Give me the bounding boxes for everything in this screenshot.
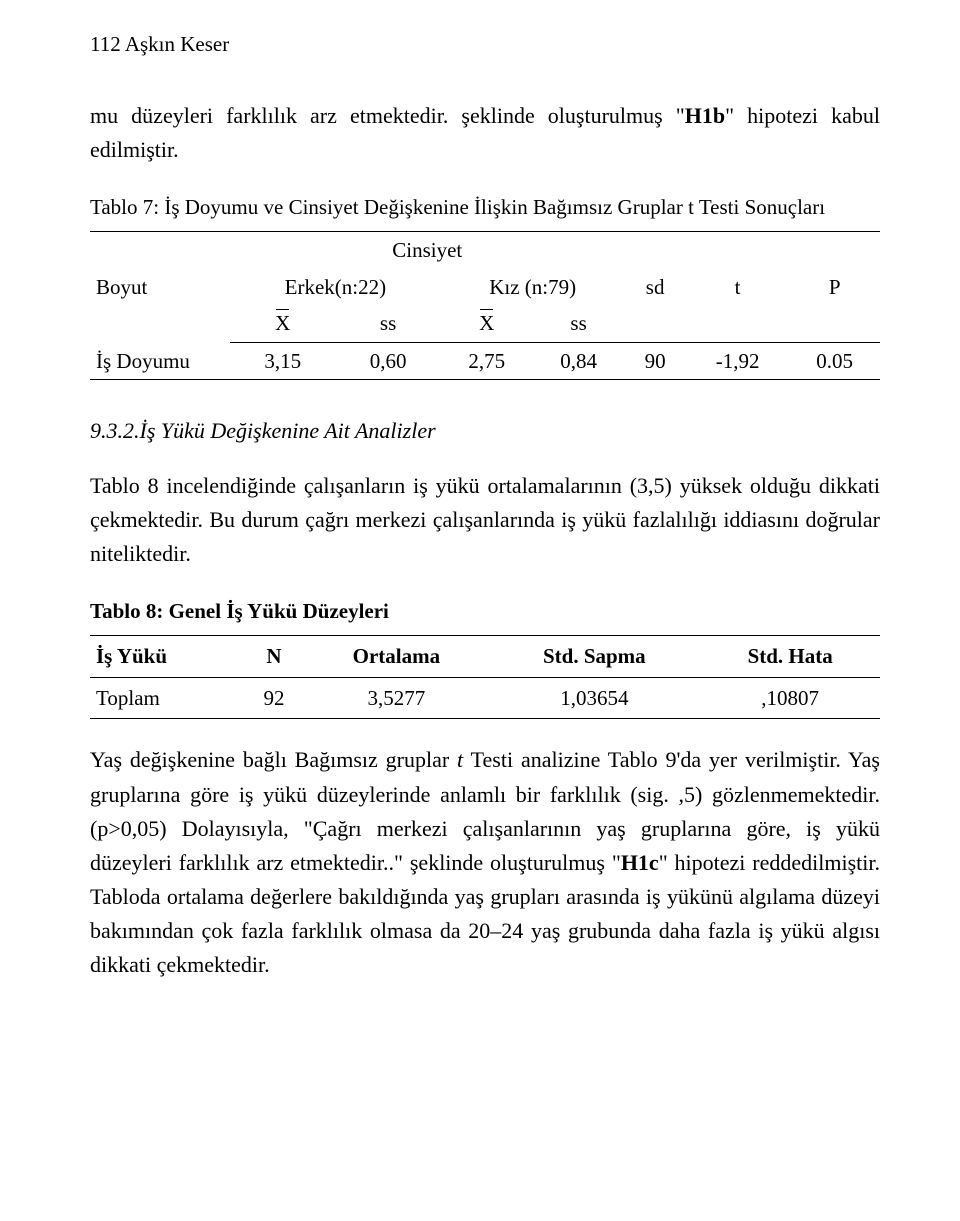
t8-data-row: Toplam 92 3,5277 1,03654 ,10807 <box>90 677 880 719</box>
t8-r1c2: 92 <box>243 677 304 719</box>
t7-ss2: ss <box>533 305 625 342</box>
table8-title: Tablo 8: Genel İş Yükü Düzeyleri <box>90 595 880 628</box>
t7-sd-val: 90 <box>625 342 686 380</box>
t7-cinsiyet-header: Cinsiyet <box>230 232 625 269</box>
paragraph-1: mu düzeyleri farklılık arz etmektedir. ş… <box>90 99 880 167</box>
t7-erkek-header: Erkek(n:22) <box>230 269 441 306</box>
paragraph-2: Tablo 8 incelendiğinde çalışanların iş y… <box>90 469 880 571</box>
t7-x1: 3,15 <box>230 342 335 380</box>
t8-r1c1: Toplam <box>90 677 243 719</box>
t7-t-header: t <box>686 232 790 306</box>
running-header: 112 Aşkın Keser <box>90 28 880 61</box>
page-number: 112 <box>90 32 121 56</box>
t8-header-row: İş Yükü N Ortalama Std. Sapma Std. Hata <box>90 636 880 678</box>
t7-kiz-header: Kız (n:79) <box>441 269 625 306</box>
t7-boyut-header: Boyut <box>90 232 230 343</box>
t7-x2: 2,75 <box>441 342 533 380</box>
t8-col-3: Ortalama <box>304 636 488 678</box>
t8-col-5: Std. Hata <box>700 636 880 678</box>
t7-sd-header: sd <box>625 232 686 306</box>
t8-r1c3: 3,5277 <box>304 677 488 719</box>
t7-xbar1: X <box>230 305 335 342</box>
t7-data-row: İş Doyumu 3,15 0,60 2,75 0,84 90 -1,92 0… <box>90 342 880 380</box>
t8-col-4: Std. Sapma <box>488 636 700 678</box>
t7-p-val: 0.05 <box>789 342 880 380</box>
table7-title: Tablo 7: İş Doyumu ve Cinsiyet Değişkeni… <box>90 191 880 224</box>
t8-r1c5: ,10807 <box>700 677 880 719</box>
t8-col-1: İş Yükü <box>90 636 243 678</box>
table-8: İş Yükü N Ortalama Std. Sapma Std. Hata … <box>90 635 880 719</box>
h1b-label: H1b <box>685 103 725 128</box>
t8-col-2: N <box>243 636 304 678</box>
t7-xbar2: X <box>441 305 533 342</box>
t7-row-label: İş Doyumu <box>90 342 230 380</box>
table-7: Boyut Cinsiyet sd t P Erkek(n:22) Kız (n… <box>90 231 880 380</box>
subsection-9-3-2: 9.3.2.İş Yükü Değişkenine Ait Analizler <box>90 414 880 448</box>
t7-p-header: P <box>789 232 880 306</box>
header-author: Aşkın Keser <box>125 32 229 56</box>
t7-ss1-val: 0,60 <box>335 342 440 380</box>
t8-r1c4: 1,03654 <box>488 677 700 719</box>
paragraph-3: Yaş değişkenine bağlı Bağımsız gruplar t… <box>90 743 880 982</box>
h1c-label: H1c <box>621 850 659 875</box>
t7-ss2-val: 0,84 <box>533 342 625 380</box>
t7-t-val: -1,92 <box>686 342 790 380</box>
t7-ss1: ss <box>335 305 440 342</box>
